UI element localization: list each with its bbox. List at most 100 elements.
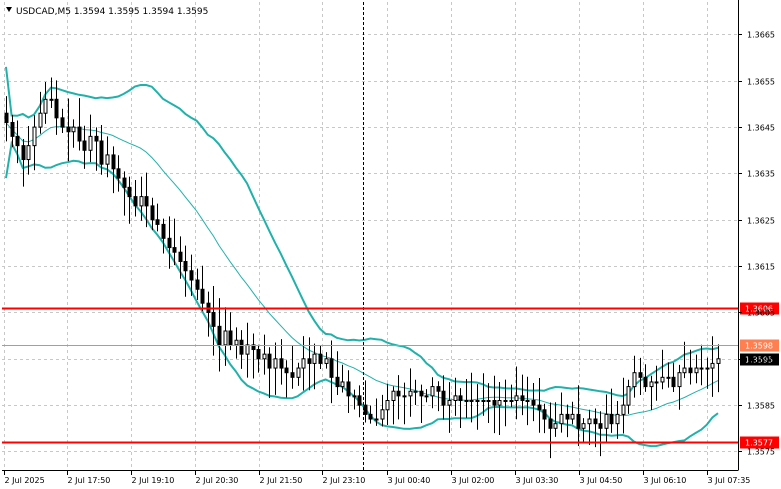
candle[interactable] — [716, 344, 721, 393]
candle[interactable] — [666, 362, 671, 388]
candle[interactable] — [671, 362, 676, 393]
candle[interactable] — [408, 368, 413, 417]
candle[interactable] — [649, 375, 654, 411]
candle[interactable] — [509, 384, 514, 408]
candle[interactable] — [60, 108, 65, 134]
candle[interactable] — [279, 339, 284, 385]
dropdown-triangle-icon[interactable] — [6, 7, 12, 12]
candle[interactable] — [155, 203, 160, 232]
candle[interactable] — [234, 327, 239, 359]
candle[interactable] — [217, 298, 222, 372]
candle[interactable] — [542, 403, 547, 434]
candle[interactable] — [144, 172, 149, 228]
candle[interactable] — [660, 349, 665, 390]
candle[interactable] — [21, 139, 26, 187]
candle[interactable] — [525, 376, 530, 426]
candle[interactable] — [10, 114, 15, 148]
candle[interactable] — [385, 383, 390, 425]
candle[interactable] — [256, 344, 261, 373]
candle[interactable] — [469, 372, 474, 423]
candle[interactable] — [32, 115, 37, 171]
candle[interactable] — [307, 337, 312, 391]
candle[interactable] — [88, 114, 93, 163]
candle[interactable] — [682, 341, 687, 379]
candle[interactable] — [127, 176, 132, 224]
candle[interactable] — [553, 402, 558, 437]
candle[interactable] — [453, 377, 458, 416]
candle[interactable] — [481, 373, 486, 416]
candle[interactable] — [604, 394, 609, 444]
candle[interactable] — [245, 322, 250, 378]
candle[interactable] — [15, 120, 20, 164]
candle[interactable] — [537, 378, 542, 433]
candle[interactable] — [357, 385, 362, 418]
candle[interactable] — [139, 176, 144, 221]
candle[interactable] — [133, 179, 138, 217]
candle[interactable] — [559, 392, 564, 433]
candle[interactable] — [621, 377, 626, 434]
candle[interactable] — [587, 409, 592, 446]
candle[interactable] — [105, 136, 110, 178]
candle[interactable] — [391, 386, 396, 425]
candle[interactable] — [346, 370, 351, 413]
candle[interactable] — [368, 405, 373, 424]
candle[interactable] — [497, 381, 502, 435]
candle[interactable] — [228, 312, 233, 351]
candle[interactable] — [626, 379, 631, 414]
candle[interactable] — [200, 265, 205, 312]
candle[interactable] — [284, 360, 289, 398]
candle[interactable] — [436, 381, 441, 412]
candle[interactable] — [632, 355, 637, 398]
candle[interactable] — [223, 307, 228, 366]
candle[interactable] — [312, 343, 317, 390]
candle[interactable] — [189, 254, 194, 296]
candle[interactable] — [290, 345, 295, 389]
candle[interactable] — [402, 382, 407, 425]
candle[interactable] — [66, 98, 71, 162]
candle[interactable] — [464, 378, 469, 418]
candle[interactable] — [570, 401, 575, 425]
candle[interactable] — [643, 364, 648, 392]
candle[interactable] — [116, 155, 121, 192]
candle[interactable] — [576, 385, 581, 447]
candle[interactable] — [615, 400, 620, 439]
candle[interactable] — [329, 340, 334, 404]
candle[interactable] — [598, 411, 603, 457]
candle[interactable] — [324, 352, 329, 369]
candle[interactable] — [340, 364, 345, 393]
candle[interactable] — [99, 125, 104, 175]
candle[interactable] — [43, 81, 48, 124]
candle[interactable] — [161, 218, 166, 254]
candle[interactable] — [178, 236, 183, 279]
candle[interactable] — [49, 77, 54, 108]
candle[interactable] — [441, 375, 446, 420]
candle[interactable] — [122, 171, 127, 216]
candle[interactable] — [593, 408, 598, 448]
candle[interactable] — [413, 379, 418, 406]
candle[interactable] — [26, 125, 31, 175]
candle[interactable] — [54, 80, 59, 135]
candle[interactable] — [374, 398, 379, 426]
candle[interactable] — [82, 125, 87, 169]
candle[interactable] — [710, 336, 715, 397]
candle[interactable] — [638, 357, 643, 395]
candle[interactable] — [396, 375, 401, 420]
candle[interactable] — [565, 404, 570, 438]
candle[interactable] — [38, 91, 43, 134]
candle[interactable] — [699, 344, 704, 386]
candle[interactable] — [251, 333, 256, 379]
candle[interactable] — [262, 334, 267, 375]
candle[interactable] — [609, 388, 614, 433]
candle[interactable] — [458, 388, 463, 429]
candle[interactable] — [520, 374, 525, 416]
candle[interactable] — [380, 394, 385, 427]
candle[interactable] — [94, 127, 99, 171]
candle[interactable] — [273, 342, 278, 395]
candle[interactable] — [150, 197, 155, 231]
candle[interactable] — [654, 365, 659, 401]
candle[interactable] — [419, 384, 424, 423]
candle[interactable] — [71, 119, 76, 148]
candle[interactable] — [486, 383, 491, 424]
candle[interactable] — [548, 402, 553, 459]
